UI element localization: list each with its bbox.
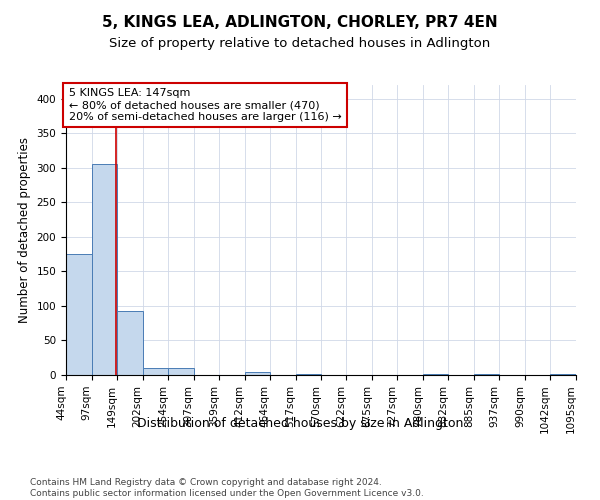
Bar — [245, 372, 270, 375]
Text: 5, KINGS LEA, ADLINGTON, CHORLEY, PR7 4EN: 5, KINGS LEA, ADLINGTON, CHORLEY, PR7 4E… — [102, 15, 498, 30]
Bar — [550, 374, 576, 375]
Bar — [168, 368, 194, 375]
Text: Size of property relative to detached houses in Adlington: Size of property relative to detached ho… — [109, 38, 491, 51]
Text: Distribution of detached houses by size in Adlington: Distribution of detached houses by size … — [137, 418, 463, 430]
Bar — [474, 374, 499, 375]
Bar — [143, 368, 168, 375]
Bar — [296, 374, 321, 375]
Bar — [423, 374, 448, 375]
Bar — [117, 311, 143, 375]
Y-axis label: Number of detached properties: Number of detached properties — [18, 137, 31, 323]
Bar — [92, 164, 117, 375]
Text: 5 KINGS LEA: 147sqm
← 80% of detached houses are smaller (470)
20% of semi-detac: 5 KINGS LEA: 147sqm ← 80% of detached ho… — [69, 88, 341, 122]
Bar — [66, 254, 92, 375]
Text: Contains HM Land Registry data © Crown copyright and database right 2024.
Contai: Contains HM Land Registry data © Crown c… — [30, 478, 424, 498]
